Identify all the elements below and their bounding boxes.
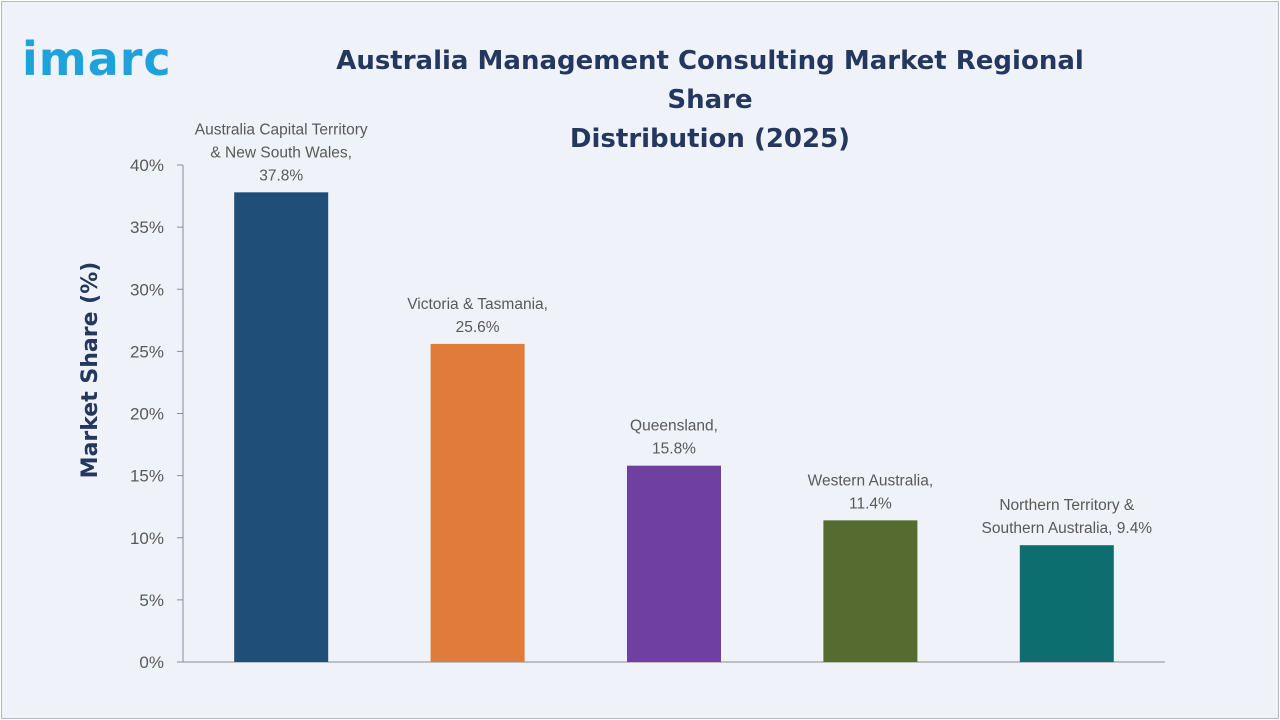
bar — [430, 343, 525, 662]
bar — [627, 465, 721, 662]
bar — [234, 192, 329, 662]
data-label: 15.8% — [652, 441, 696, 458]
chart-title: Australia Management Consulting Market R… — [302, 42, 1118, 159]
y-tick-label: 25% — [130, 342, 164, 361]
y-tick-label: 30% — [130, 280, 164, 299]
data-label: 11.4% — [849, 495, 892, 512]
bar — [1019, 545, 1114, 662]
bar — [823, 520, 918, 662]
data-label: Victoria & Tasmania, — [407, 296, 548, 313]
y-tick-label: 40% — [130, 156, 164, 175]
data-label: Western Australia, — [808, 472, 934, 489]
data-label: Australia Capital Territory — [195, 121, 368, 138]
y-tick-label: 15% — [130, 467, 164, 486]
data-label: Northern Territory & — [999, 497, 1135, 514]
y-tick-label: 35% — [130, 218, 164, 237]
data-label: & New South Wales, — [210, 144, 352, 161]
chart-title-line-1: Australia Management Consulting Market R… — [336, 46, 1084, 115]
y-tick-label: 0% — [139, 653, 164, 672]
data-label: Southern Australia, 9.4% — [981, 520, 1152, 537]
data-label: 25.6% — [456, 319, 500, 336]
y-tick-label: 20% — [130, 405, 164, 424]
chart-title-line-2: Distribution (2025) — [569, 124, 851, 154]
y-tick-label: 5% — [139, 591, 164, 610]
y-axis-label: Market Share (%) — [78, 262, 103, 479]
y-tick-label: 10% — [130, 529, 164, 548]
data-label: Queensland, — [630, 418, 718, 435]
imarc-logo: imarc — [22, 32, 172, 86]
data-label: 37.8% — [259, 167, 303, 184]
